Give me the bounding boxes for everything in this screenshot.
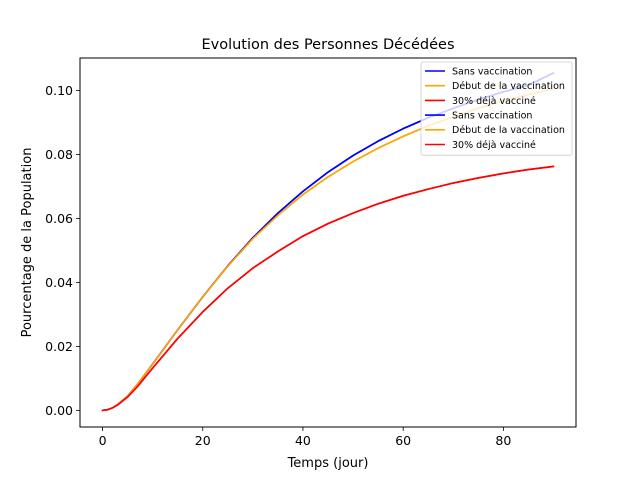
legend-label: Sans vaccination (452, 111, 532, 122)
chart-title: Evolution des Personnes Décédées (201, 37, 454, 53)
series-line-5 (101, 165, 555, 412)
legend-label: 30% déjà vacciné (452, 96, 536, 107)
y-axis-label: Pourcentage de la Population (20, 148, 35, 338)
legend-label: 30% déjà vacciné (452, 140, 536, 151)
x-tick-label: 40 (295, 433, 311, 448)
legend-label: Début de la vaccination (452, 81, 565, 92)
y-tick-label: 0.10 (45, 83, 73, 98)
x-tick-label: 20 (195, 433, 211, 448)
legend-label: Sans vaccination (452, 66, 532, 77)
legend-box (420, 61, 573, 156)
legend: Sans vaccination Début de la vaccination 3… (420, 61, 573, 156)
x-tick-label: 0 (99, 433, 107, 448)
x-tick-label: 60 (395, 433, 411, 448)
legend-label: Début de la vaccination (452, 125, 565, 136)
y-axis: 0.00 0.02 0.04 0.06 0.08 0.10 (45, 83, 80, 418)
y-tick-label: 0.04 (45, 275, 73, 290)
y-tick-label: 0.02 (45, 339, 73, 354)
y-tick-label: 0.00 (45, 403, 73, 418)
series-layer (101, 72, 555, 412)
x-axis: 0 20 40 60 80 (99, 427, 511, 448)
x-tick-label: 80 (495, 433, 511, 448)
y-tick-label: 0.08 (45, 147, 73, 162)
plot-frame (79, 57, 577, 428)
y-tick-label: 0.06 (45, 211, 73, 226)
x-axis-label: Temps (jour) (287, 456, 369, 471)
